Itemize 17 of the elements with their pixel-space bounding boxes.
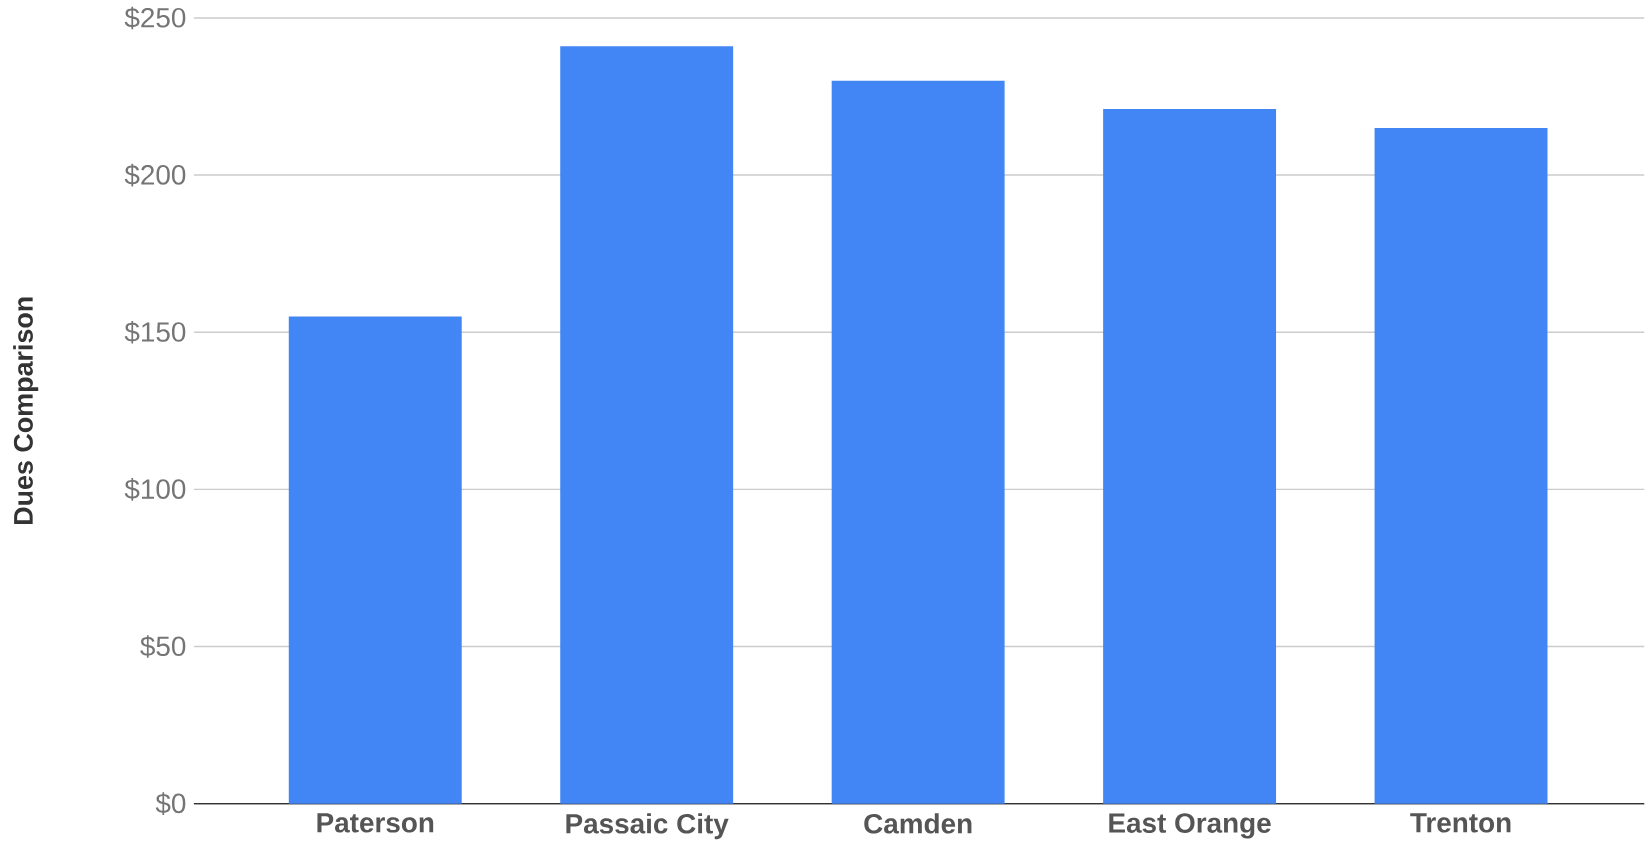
x-tick-label: Passaic City xyxy=(566,813,729,840)
y-tick-label: $150 xyxy=(124,321,186,344)
x-tick-label: Paterson xyxy=(317,813,434,833)
y-axis-title: Dues Comparison xyxy=(13,297,39,525)
x-tick-label: Camden xyxy=(864,813,972,834)
bar xyxy=(288,316,462,804)
y-tick-label: $0 xyxy=(155,792,186,816)
x-tick-label: East Orange xyxy=(1109,813,1271,839)
bar xyxy=(1103,109,1277,804)
x-tick-label: Trenton xyxy=(1410,813,1511,833)
bar xyxy=(831,81,1005,804)
bar xyxy=(1374,128,1548,804)
y-tick-label: $100 xyxy=(124,478,186,501)
y-tick-label: $250 xyxy=(124,6,186,30)
y-tick-label: $50 xyxy=(140,635,186,658)
y-tick-label: $200 xyxy=(124,164,186,187)
bar xyxy=(560,46,734,804)
